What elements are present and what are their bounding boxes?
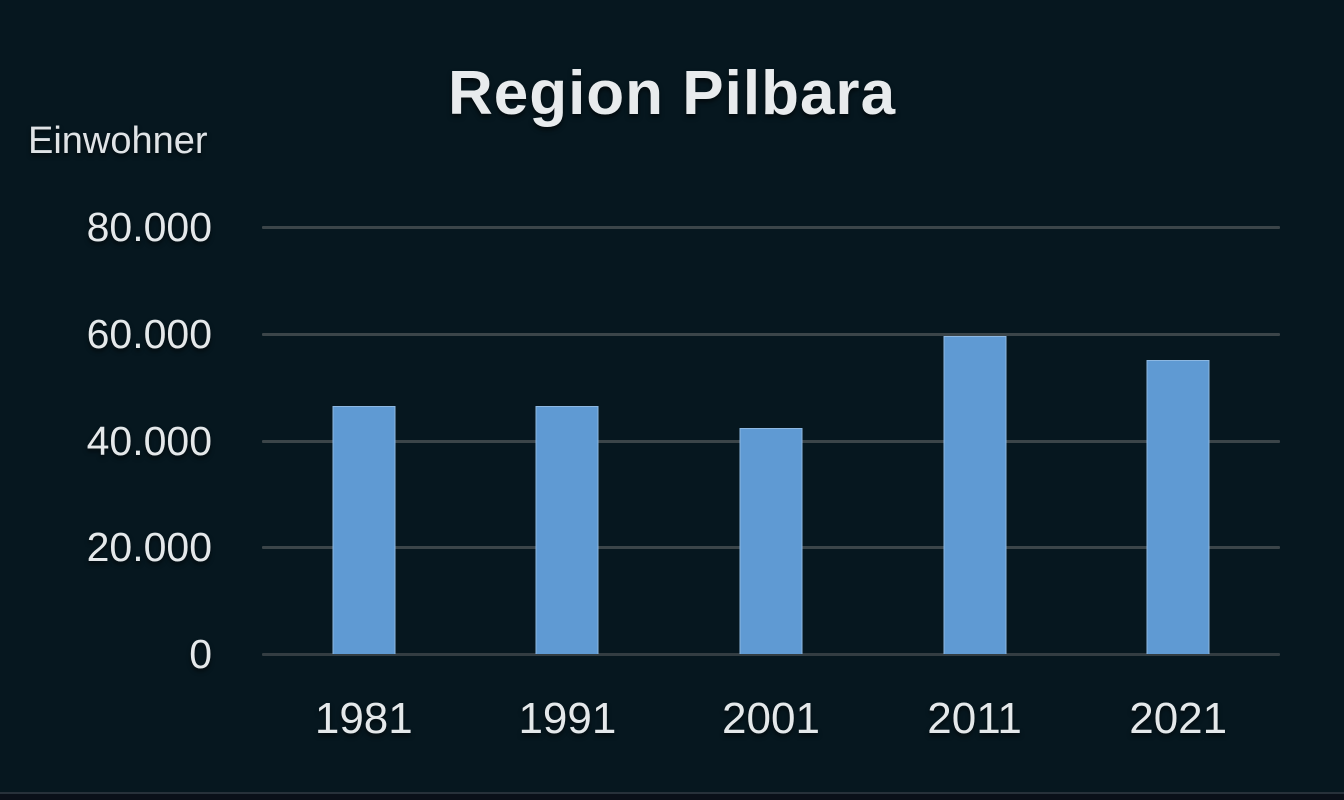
bar-1981: [332, 405, 396, 654]
plot-area: [262, 226, 1280, 656]
bar-slot-2021: [1076, 227, 1280, 654]
x-axis-tick-labels: 1981 1991 2001 2011 2021: [262, 694, 1280, 744]
y-tick-label: 60.000: [86, 310, 212, 357]
x-tick-label: 2001: [722, 694, 820, 743]
gridline: [262, 226, 1280, 229]
x-tick-label: 1981: [314, 694, 413, 743]
bar-slot-1981: [262, 227, 466, 654]
bottom-edge-strip: [0, 792, 1344, 800]
y-tick-label: 80.000: [86, 204, 212, 250]
bar-2021: [1146, 360, 1210, 654]
x-tick-label: 1991: [518, 694, 617, 743]
bar-slot-2011: [873, 227, 1077, 654]
bar-1991: [535, 405, 599, 654]
bar-slot-1991: [466, 227, 670, 654]
bar-2001: [739, 427, 803, 654]
x-tick-label: 2011: [927, 694, 1022, 743]
bar-slot-2001: [669, 227, 873, 654]
x-axis-line: [262, 653, 1280, 656]
bar-2011: [943, 335, 1007, 654]
y-tick-label: 40.000: [86, 417, 212, 464]
bar-series: [262, 227, 1280, 654]
x-tick-label: 2021: [1129, 694, 1228, 743]
y-tick-label: 20.000: [86, 524, 212, 571]
gridline: [262, 332, 1280, 336]
y-axis-title: Einwohner: [28, 120, 208, 162]
y-tick-label: 0: [189, 631, 212, 677]
chart-title: Region Pilbara: [447, 59, 897, 128]
